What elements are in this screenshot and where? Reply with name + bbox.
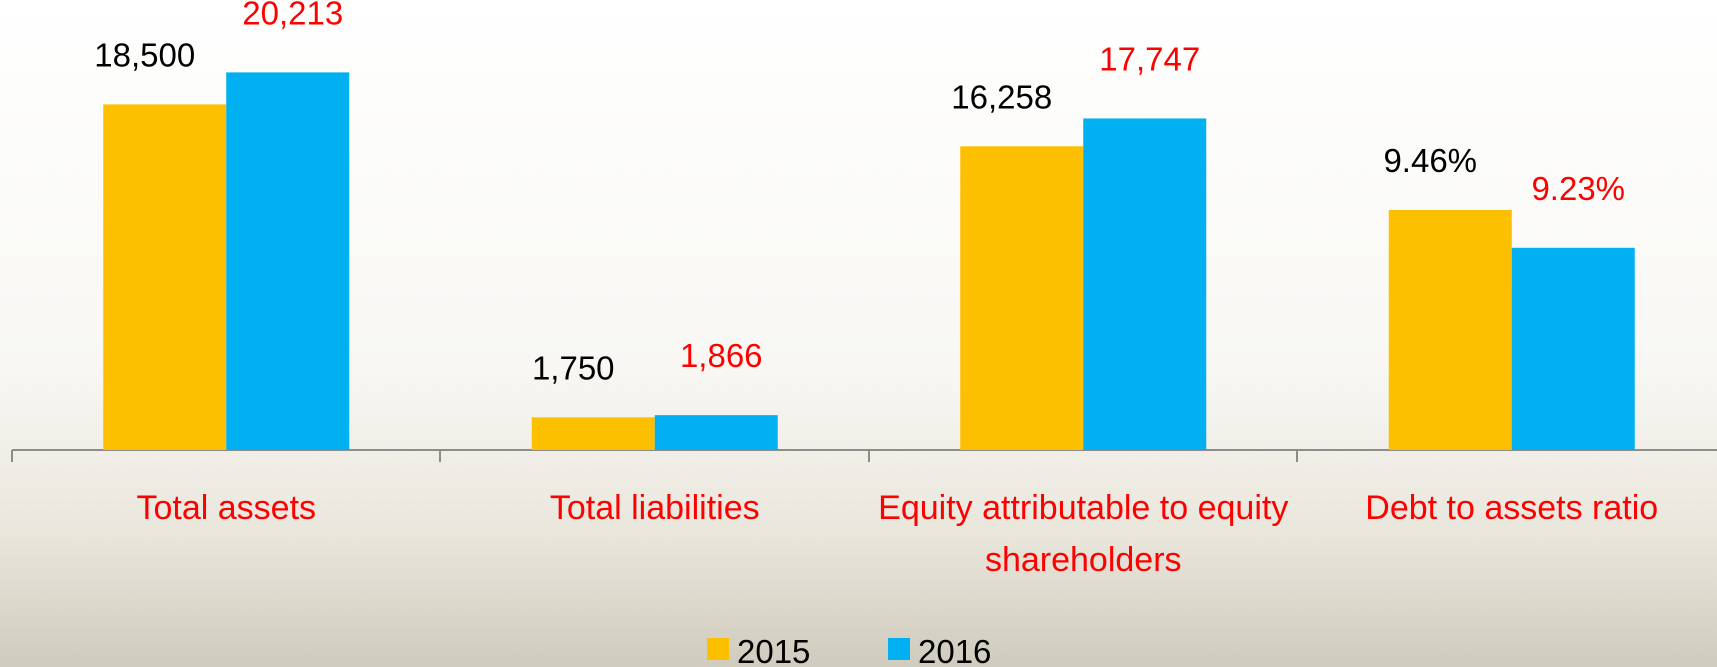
chart: 18,500 20,213 1,750 1,866 16,258 17,747 9.46% 9… [0, 0, 1717, 667]
bar [103, 104, 226, 450]
bar [1389, 210, 1512, 450]
value-label: 9.46% [1383, 142, 1477, 179]
legend-label: 2016 [918, 633, 991, 667]
value-label: 17,747 [1099, 40, 1200, 77]
x-tick-label: Total assets [16, 482, 436, 534]
value-label: 1,750 [532, 349, 615, 386]
legend-label: 2015 [737, 633, 810, 667]
bar [532, 417, 655, 450]
value-label: 9.23% [1531, 170, 1625, 207]
x-tick-label: Total liabilities [445, 482, 865, 534]
bar [1083, 118, 1206, 450]
value-label: 1,866 [680, 337, 763, 374]
legend-swatch [707, 638, 729, 660]
bar [226, 72, 349, 450]
value-label: 18,500 [94, 36, 195, 73]
legend-swatch [888, 638, 910, 660]
x-tick-label: Debt to assets ratio [1302, 482, 1717, 534]
value-label: 20,213 [242, 0, 343, 31]
bar [960, 146, 1083, 450]
bar [655, 415, 778, 450]
value-label: 16,258 [951, 78, 1052, 115]
x-tick-label: Equity attributable to equity shareholde… [873, 482, 1293, 586]
bar [1512, 248, 1635, 450]
page: 18,500 20,213 1,750 1,866 16,258 17,747 9.46% 9… [0, 0, 1717, 667]
